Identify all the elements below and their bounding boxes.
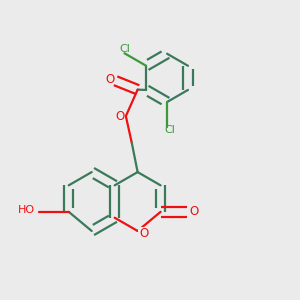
Text: Cl: Cl [165, 125, 176, 135]
Text: O: O [115, 110, 124, 123]
Text: O: O [190, 205, 199, 218]
Text: Cl: Cl [119, 44, 130, 54]
Text: O: O [139, 227, 148, 240]
Text: HO: HO [18, 206, 35, 215]
Text: O: O [105, 73, 114, 86]
